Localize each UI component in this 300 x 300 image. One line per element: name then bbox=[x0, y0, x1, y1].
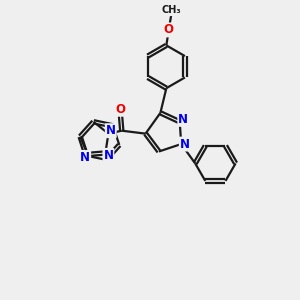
Text: CH₃: CH₃ bbox=[161, 5, 181, 15]
Text: N: N bbox=[180, 138, 190, 151]
Text: N: N bbox=[178, 113, 188, 126]
Text: N: N bbox=[80, 151, 90, 164]
Text: N: N bbox=[106, 124, 116, 137]
Text: O: O bbox=[115, 103, 125, 116]
Text: O: O bbox=[164, 23, 174, 36]
Text: N: N bbox=[103, 149, 113, 162]
